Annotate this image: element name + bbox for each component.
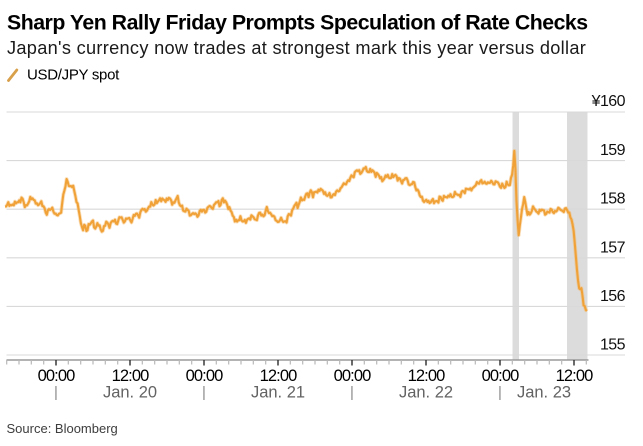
svg-text:|: | [202, 384, 206, 401]
svg-text:Jan. 23: Jan. 23 [517, 384, 571, 402]
svg-text:00:00: 00:00 [186, 367, 224, 385]
svg-text:Jan. 20: Jan. 20 [103, 384, 157, 402]
svg-text:155: 155 [600, 337, 626, 354]
svg-text:|: | [350, 384, 354, 401]
svg-text:156: 156 [600, 288, 626, 305]
svg-text:Japan's currency now trades at: Japan's currency now trades at strongest… [7, 38, 586, 58]
svg-text:00:00: 00:00 [334, 367, 372, 385]
svg-text:¥160: ¥160 [591, 93, 626, 110]
svg-text:157: 157 [600, 239, 626, 256]
svg-text:12:00: 12:00 [408, 367, 446, 385]
svg-text:158: 158 [600, 191, 626, 208]
svg-text:Source: Bloomberg: Source: Bloomberg [7, 421, 118, 436]
svg-text:Sharp Yen Rally Friday Prompts: Sharp Yen Rally Friday Prompts Speculati… [7, 11, 588, 35]
svg-text:12:00: 12:00 [260, 367, 298, 385]
svg-text:12:00: 12:00 [112, 367, 150, 385]
svg-text:|: | [54, 384, 58, 401]
svg-text:00:00: 00:00 [38, 367, 76, 385]
svg-text:Jan. 21: Jan. 21 [251, 384, 305, 402]
svg-text:00:00: 00:00 [482, 367, 520, 385]
svg-text:Jan. 22: Jan. 22 [399, 384, 453, 402]
svg-text:USD/JPY spot: USD/JPY spot [27, 67, 120, 84]
svg-text:159: 159 [600, 142, 626, 159]
svg-text:12:00: 12:00 [556, 367, 594, 385]
svg-text:|: | [498, 384, 502, 401]
